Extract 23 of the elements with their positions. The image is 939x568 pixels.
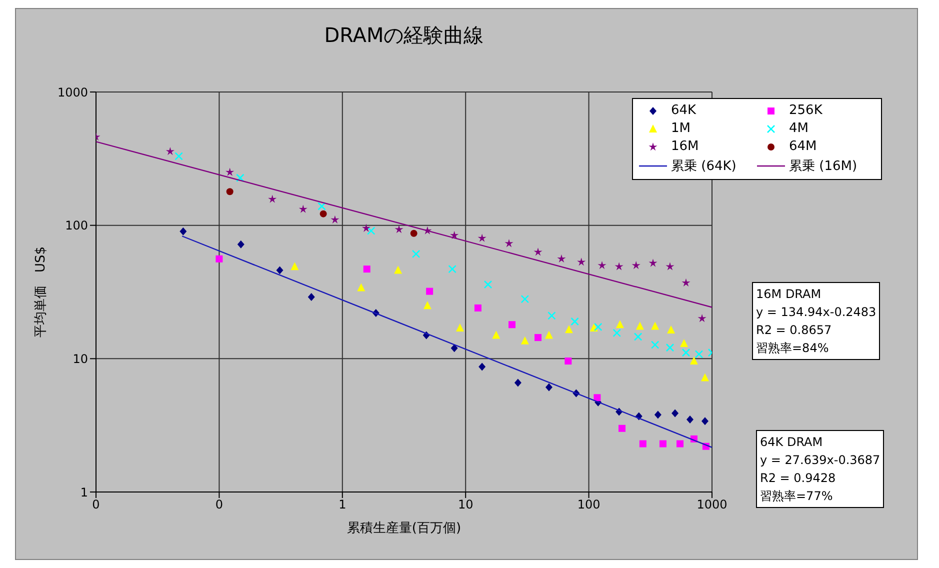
text: 16M DRAM y = 134.94x-0.2483 R2 = 0.8657 習熟率=84% [756, 286, 876, 357]
y-tick-label: 100 [65, 218, 88, 233]
x-tick-label: 1000 [696, 498, 728, 512]
legend-label: 256K [789, 103, 822, 118]
y-tick-label: 1000 [57, 85, 88, 100]
y-tick-label: 10 [72, 352, 88, 366]
x-tick-label: 100 [577, 498, 600, 512]
legend-label: 累乗 (16M) [789, 158, 858, 175]
x-tick-label: 0 [92, 498, 100, 512]
chart-title: DRAMの経験曲線 [323, 22, 485, 49]
legend-label: 累乗 (64K) [671, 158, 736, 175]
x-axis-title: 累積生産量(百万個) [346, 520, 462, 536]
y-tick-label: 1 [80, 485, 88, 500]
legend-label: 4M [789, 121, 808, 136]
legend-label: 64M [789, 139, 817, 154]
legend-label: 16M [671, 139, 699, 154]
y-axis-title: 平均単価 US$ [34, 246, 49, 338]
x-tick-label: 1 [338, 498, 346, 512]
legend-label: 1M [671, 121, 690, 136]
x-tick-label: 0 [215, 498, 224, 512]
legend-label: 64K [671, 103, 696, 118]
x-tick-label: 10 [458, 498, 474, 512]
text: 64K DRAM y = 27.639x-0.3687 R2 = 0.9428 習熟率=77% [760, 434, 880, 505]
